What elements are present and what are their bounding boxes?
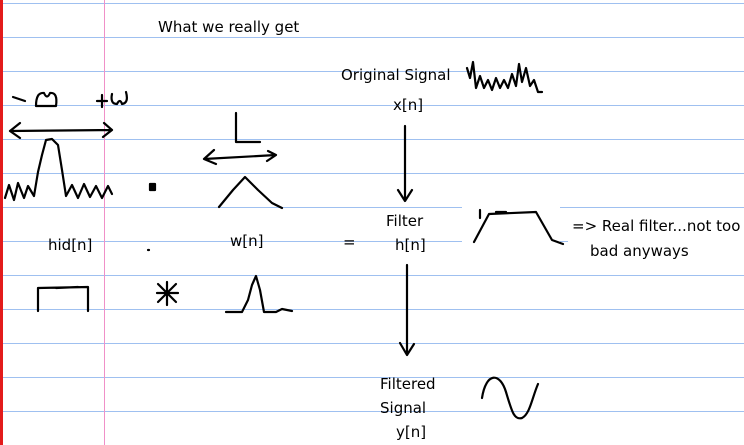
down-arrow-2 (398, 263, 416, 357)
ruled-line (0, 275, 744, 276)
real-filter-note-line2: bad anyways (590, 242, 689, 260)
plus-omega-sketch (95, 90, 128, 109)
filtered-label: Filtered (380, 375, 436, 393)
x-n-label: x[n] (393, 96, 424, 114)
ruled-line (0, 207, 744, 208)
ruled-line (0, 343, 744, 344)
minus-omega-sketch (11, 91, 58, 108)
ruled-line (0, 173, 744, 174)
ruled-line (0, 309, 744, 310)
double-arrow-sketch (8, 121, 114, 140)
l-mark-sketch (234, 111, 262, 144)
equals-sign: = (343, 233, 356, 251)
filter-label: Filter (386, 212, 424, 230)
ruled-line (0, 3, 744, 4)
w-n-label: w[n] (230, 232, 264, 250)
ruled-line (0, 139, 744, 140)
h-n-label: h[n] (395, 236, 426, 254)
original-signal-label: Original Signal (341, 66, 451, 84)
filter-tick (478, 208, 508, 220)
rect-window-sketch (36, 285, 90, 313)
note-highlight (568, 208, 744, 244)
ruled-line (0, 105, 744, 106)
multiply-dot (148, 182, 157, 192)
down-arrow-1 (396, 124, 414, 203)
noisy-signal-sketch (465, 60, 544, 94)
y-n-label: y[n] (396, 423, 427, 441)
ruled-line (0, 241, 744, 242)
margin-line (104, 0, 105, 445)
sinc-spectrum-sketch (3, 137, 114, 202)
real-filter-note-line1: => Real filter...not too (572, 217, 741, 235)
ruled-line (0, 377, 744, 378)
triangle-spectrum-sketch (217, 175, 284, 210)
trapezoid-filter-sketch (472, 210, 565, 246)
filtered-sine-sketch (480, 376, 540, 420)
pulse-result-sketch (224, 274, 294, 314)
convolution-star (155, 280, 180, 307)
hid-n-label: hid[n] (48, 236, 93, 254)
ruled-line (0, 71, 744, 72)
signal-label: Signal (380, 399, 427, 417)
ruled-line (0, 37, 744, 38)
page-title: What we really get (158, 18, 300, 36)
left-edge-line (0, 0, 3, 445)
ruled-line (0, 411, 744, 412)
double-arrow-sketch-2 (202, 148, 278, 166)
